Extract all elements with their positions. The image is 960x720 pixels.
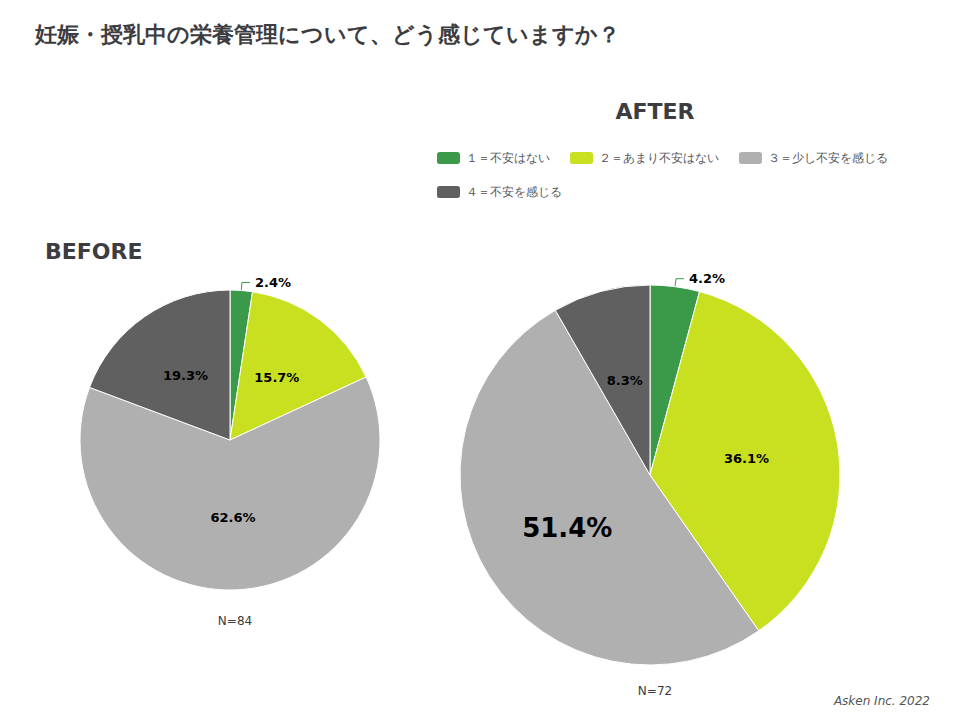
svg-text:15.7%: 15.7% (254, 370, 299, 385)
svg-text:8.3%: 8.3% (607, 373, 643, 388)
svg-text:2.4%: 2.4% (255, 275, 291, 290)
svg-text:BEFORE: BEFORE (45, 239, 143, 264)
svg-text:62.6%: 62.6% (210, 510, 255, 525)
svg-text:AFTER: AFTER (615, 99, 694, 124)
svg-text:４＝不安を感じる: ４＝不安を感じる (466, 185, 562, 199)
svg-text:N=72: N=72 (638, 684, 672, 698)
svg-text:4.2%: 4.2% (689, 271, 725, 286)
svg-text:36.1%: 36.1% (724, 451, 769, 466)
svg-text:51.4%: 51.4% (522, 513, 612, 543)
svg-text:妊娠・授乳中の栄養管理について、どう感じていますか？: 妊娠・授乳中の栄養管理について、どう感じていますか？ (34, 22, 620, 47)
svg-text:２＝あまり不安はない: ２＝あまり不安はない (599, 151, 719, 165)
svg-text:３＝少し不安を感じる: ３＝少し不安を感じる (768, 151, 888, 165)
svg-text:19.3%: 19.3% (163, 368, 208, 383)
svg-text:N=84: N=84 (218, 614, 252, 628)
svg-text:Asken Inc. 2022: Asken Inc. 2022 (833, 694, 930, 708)
svg-text:１＝不安はない: １＝不安はない (466, 151, 550, 165)
